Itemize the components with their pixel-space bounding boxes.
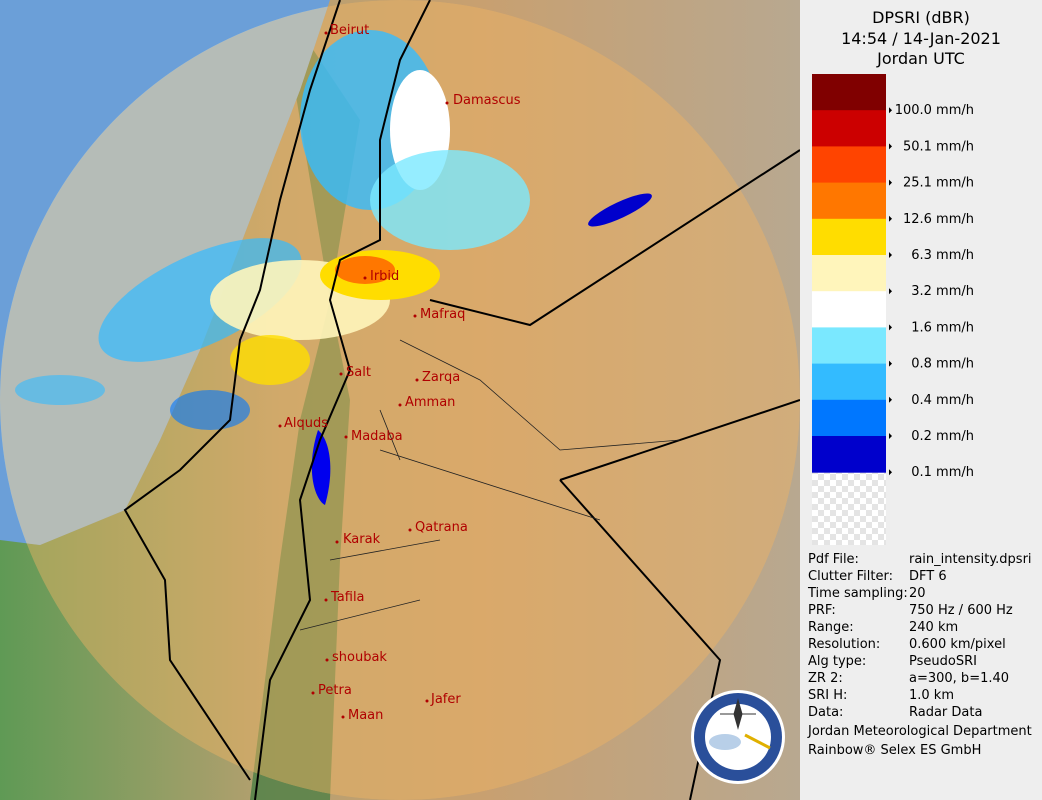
legend-tick xyxy=(889,252,892,258)
legend-swatch xyxy=(812,327,886,365)
sidebar: DPSRI (dBR) 14:54 / 14-Jan-2021 Jordan U… xyxy=(800,0,1042,800)
city: Amman xyxy=(405,395,455,410)
info-value: 0.600 km/pixel xyxy=(909,637,1006,652)
jmd-logo xyxy=(691,690,785,784)
info-key: PRF: xyxy=(808,603,836,618)
info-key: Clutter Filter: xyxy=(808,569,893,584)
radar-range xyxy=(0,0,800,800)
legend-swatch xyxy=(812,74,886,111)
info-key: Range: xyxy=(808,620,854,635)
info-value: DFT 6 xyxy=(909,569,947,584)
legend-label: 25.1 mm/h xyxy=(903,176,974,191)
city: Beirut xyxy=(330,23,369,38)
city: Madaba xyxy=(351,429,403,444)
info-value: 240 km xyxy=(909,620,959,635)
legend-tick xyxy=(889,324,892,331)
info-value: 20 xyxy=(909,586,926,601)
city-labels: Beirut Damascus Irbid Mafraq Salt Zarqa … xyxy=(278,23,521,723)
time: 14:54 / 14-Jan-2021 xyxy=(841,29,1001,48)
info-key: Alg type: xyxy=(808,654,867,669)
legend-label: 0.1 mm/h xyxy=(911,465,974,480)
legend-label: 6.3 mm/h xyxy=(911,248,974,263)
city: Qatrana xyxy=(415,520,468,535)
radar-map: Beirut Damascus Irbid Mafraq Salt Zarqa … xyxy=(0,0,800,800)
legend-tick xyxy=(889,396,892,403)
footer: Jordan Meteorological Department xyxy=(808,724,1032,739)
legend-label: 3.2 mm/h xyxy=(911,284,974,299)
info-value: a=300, b=1.40 xyxy=(909,671,1010,686)
title: DPSRI (dBR) xyxy=(872,8,970,27)
legend-swatch xyxy=(812,218,886,256)
legend-label: 50.1 mm/h xyxy=(903,139,974,154)
legend-label: 100.0 mm/h xyxy=(895,103,974,118)
info-value: rain_intensity.dpsri xyxy=(909,552,1032,567)
rain-echoes xyxy=(15,30,652,430)
info-key: ZR 2: xyxy=(808,671,843,686)
info-key: Time sampling: xyxy=(808,586,908,601)
city: Salt xyxy=(346,365,371,380)
info-key: Resolution: xyxy=(808,637,881,652)
legend-tick xyxy=(889,469,892,476)
legend-swatch xyxy=(812,399,886,437)
zone: Jordan UTC xyxy=(877,49,965,68)
legend-swatch xyxy=(812,363,886,401)
legend-label: 0.8 mm/h xyxy=(911,357,974,372)
legend-tick xyxy=(889,360,892,367)
legend-label: 12.6 mm/h xyxy=(903,212,974,227)
info-key: Data: xyxy=(808,705,844,720)
legend: 100.0 mm/h 50.1 mm/h 25.1 mm/h 12.6 mm/h 6.3… xyxy=(812,74,974,545)
rift-valley xyxy=(250,0,360,800)
legend-swatch xyxy=(812,182,886,220)
legend-tick xyxy=(889,107,892,114)
legend-label: 0.4 mm/h xyxy=(911,393,974,408)
legend-tick xyxy=(889,215,892,222)
info-value: PseudoSRI xyxy=(909,654,977,669)
legend-swatch xyxy=(812,110,886,147)
city: Tafila xyxy=(330,590,365,605)
city: Karak xyxy=(343,532,381,547)
info-value: Radar Data xyxy=(909,705,983,720)
legend-tick xyxy=(889,288,892,295)
legend-swatch xyxy=(812,146,886,184)
legend-tick xyxy=(889,179,892,186)
city: Alquds xyxy=(284,416,328,431)
legend-tick xyxy=(889,433,892,439)
city: Zarqa xyxy=(422,370,460,385)
city: Irbid xyxy=(370,269,399,284)
legend-swatch xyxy=(812,291,886,328)
legend-no-data xyxy=(812,472,886,545)
info-value: 750 Hz / 600 Hz xyxy=(909,603,1013,618)
legend-tick xyxy=(889,143,892,150)
legend-swatch xyxy=(812,436,886,473)
city: shoubak xyxy=(332,650,387,665)
info-key: SRI H: xyxy=(808,688,848,703)
governorate-lines xyxy=(299,339,681,631)
city: Jafer xyxy=(430,692,461,707)
footer: Rainbow® Selex ES GmbH xyxy=(808,743,982,758)
city: Petra xyxy=(318,683,352,698)
legend-label: 1.6 mm/h xyxy=(911,320,974,335)
info-key: Pdf File: xyxy=(808,552,859,567)
legend-swatch xyxy=(812,255,886,292)
city: Mafraq xyxy=(420,307,465,322)
legend-label: 0.2 mm/h xyxy=(911,429,974,444)
city: Maan xyxy=(348,708,383,723)
info-value: 1.0 km xyxy=(909,688,954,703)
city: Damascus xyxy=(453,93,521,108)
